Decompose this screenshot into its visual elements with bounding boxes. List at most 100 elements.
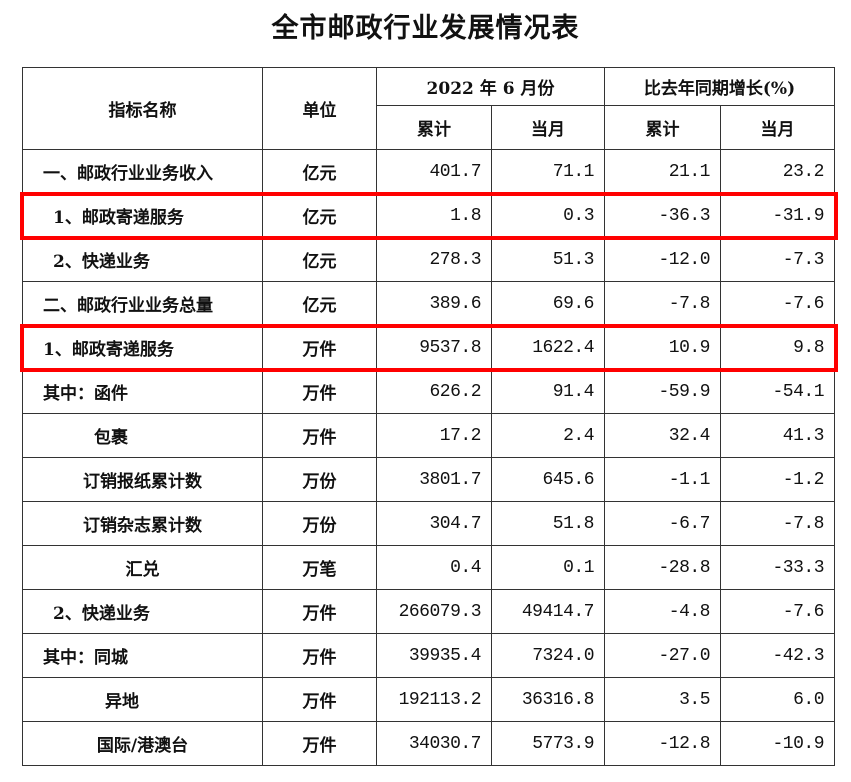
- header-month: 当月: [491, 105, 605, 150]
- cumulative-value: 3801.7: [376, 457, 492, 502]
- header-growth-month: 当月: [720, 105, 835, 150]
- row-unit: 万件: [262, 721, 377, 766]
- growth-month: -33.3: [720, 545, 835, 590]
- row-name: 包裹: [22, 413, 263, 458]
- row-name: 异地: [22, 677, 263, 722]
- row-name: 一、邮政行业业务收入: [22, 149, 263, 194]
- month-value: 36316.8: [491, 677, 605, 722]
- growth-month: 41.3: [720, 413, 835, 458]
- header-cumulative: 累计: [376, 105, 492, 150]
- growth-month: -7.3: [720, 237, 835, 282]
- row-unit: 万份: [262, 457, 377, 502]
- row-name: 2、快递业务: [22, 237, 263, 282]
- growth-month: 6.0: [720, 677, 835, 722]
- table-row: 1、邮政寄递服务 亿元 1.8 0.3 -36.3 -31.9: [22, 193, 835, 238]
- growth-month: -31.9: [720, 193, 835, 238]
- month-value: 0.3: [491, 193, 605, 238]
- table-row: 国际/港澳台 万件 34030.7 5773.9 -12.8 -10.9: [22, 721, 835, 766]
- row-unit: 万件: [262, 413, 377, 458]
- growth-month: -1.2: [720, 457, 835, 502]
- header-row: 指标名称 单位 2022 年 6 月份 比去年同期增长(%): [22, 67, 835, 150]
- growth-cumulative: -6.7: [604, 501, 721, 546]
- growth-month: -7.8: [720, 501, 835, 546]
- cumulative-value: 1.8: [376, 193, 492, 238]
- growth-cumulative: 21.1: [604, 149, 721, 194]
- month-value: 51.3: [491, 237, 605, 282]
- row-unit: 万件: [262, 633, 377, 678]
- table-row: 2、快递业务 亿元 278.3 51.3 -12.0 -7.3: [22, 237, 835, 282]
- growth-cumulative: 32.4: [604, 413, 721, 458]
- row-unit: 万件: [262, 677, 377, 722]
- header-growth-cumulative: 累计: [604, 105, 721, 150]
- cumulative-value: 17.2: [376, 413, 492, 458]
- header-name: 指标名称: [22, 67, 263, 150]
- row-name: 2、快递业务: [22, 589, 263, 634]
- row-unit: 万件: [262, 325, 377, 370]
- growth-cumulative: 3.5: [604, 677, 721, 722]
- table-row: 2、快递业务 万件 266079.3 49414.7 -4.8 -7.6: [22, 589, 835, 634]
- growth-cumulative: -12.8: [604, 721, 721, 766]
- month-value: 2.4: [491, 413, 605, 458]
- growth-month: 23.2: [720, 149, 835, 194]
- table-row: 订销杂志累计数 万份 304.7 51.8 -6.7 -7.8: [22, 501, 835, 546]
- row-name: 汇兑: [22, 545, 263, 590]
- cumulative-value: 389.6: [376, 281, 492, 326]
- month-value: 645.6: [491, 457, 605, 502]
- month-value: 91.4: [491, 369, 605, 414]
- month-value: 69.6: [491, 281, 605, 326]
- row-unit: 亿元: [262, 193, 377, 238]
- row-unit: 万份: [262, 501, 377, 546]
- page-title: 全市邮政行业发展情况表: [271, 13, 580, 44]
- growth-month: -7.6: [720, 589, 835, 634]
- cumulative-value: 34030.7: [376, 721, 492, 766]
- growth-cumulative: -7.8: [604, 281, 721, 326]
- row-name: 订销杂志累计数: [22, 501, 263, 546]
- row-name: 订销报纸累计数: [22, 457, 263, 502]
- row-unit: 亿元: [262, 281, 377, 326]
- table-row: 其中：同城 万件 39935.4 7324.0 -27.0 -42.3: [22, 633, 835, 678]
- table-row: 其中：函件 万件 626.2 91.4 -59.9 -54.1: [22, 369, 835, 414]
- header-growth: 比去年同期增长(%): [604, 67, 835, 106]
- growth-cumulative: -1.1: [604, 457, 721, 502]
- month-value: 49414.7: [491, 589, 605, 634]
- subheader-row: 累计 当月 累计 当月: [23, 105, 835, 150]
- cumulative-value: 9537.8: [376, 325, 492, 370]
- table-row: 订销报纸累计数 万份 3801.7 645.6 -1.1 -1.2: [22, 457, 835, 502]
- growth-month: -7.6: [720, 281, 835, 326]
- cumulative-value: 266079.3: [376, 589, 492, 634]
- growth-month: -54.1: [720, 369, 835, 414]
- growth-cumulative: 10.9: [604, 325, 721, 370]
- postal-statistics-table: 指标名称 单位 2022 年 6 月份 比去年同期增长(%) 累计 当月 累计 …: [22, 67, 835, 766]
- growth-cumulative: -28.8: [604, 545, 721, 590]
- row-name: 1、邮政寄递服务: [22, 193, 263, 238]
- table-row: 1、邮政寄递服务 万件 9537.8 1622.4 10.9 9.8: [22, 325, 835, 370]
- row-name: 二、邮政行业业务总量: [22, 281, 263, 326]
- table-row: 一、邮政行业业务收入 亿元 401.7 71.1 21.1 23.2: [22, 149, 835, 194]
- row-unit: 亿元: [262, 149, 377, 194]
- growth-month: 9.8: [720, 325, 835, 370]
- month-value: 71.1: [491, 149, 605, 194]
- row-name: 1、邮政寄递服务: [22, 325, 263, 370]
- month-value: 1622.4: [491, 325, 605, 370]
- month-value: 0.1: [491, 545, 605, 590]
- row-name: 其中：同城: [22, 633, 263, 678]
- row-unit: 万件: [262, 589, 377, 634]
- growth-cumulative: -36.3: [604, 193, 721, 238]
- header-period: 2022 年 6 月份: [376, 67, 605, 106]
- table-row: 汇兑 万笔 0.4 0.1 -28.8 -33.3: [22, 545, 835, 590]
- row-unit: 万件: [262, 369, 377, 414]
- month-value: 51.8: [491, 501, 605, 546]
- cumulative-value: 39935.4: [376, 633, 492, 678]
- row-unit: 万笔: [262, 545, 377, 590]
- header-unit: 单位: [262, 67, 377, 150]
- row-unit: 亿元: [262, 237, 377, 282]
- growth-cumulative: -27.0: [604, 633, 721, 678]
- row-name: 其中：函件: [22, 369, 263, 414]
- table-row: 异地 万件 192113.2 36316.8 3.5 6.0: [22, 677, 835, 722]
- row-name: 国际/港澳台: [22, 721, 263, 766]
- cumulative-value: 401.7: [376, 149, 492, 194]
- cumulative-value: 304.7: [376, 501, 492, 546]
- growth-cumulative: -12.0: [604, 237, 721, 282]
- growth-cumulative: -59.9: [604, 369, 721, 414]
- month-value: 7324.0: [491, 633, 605, 678]
